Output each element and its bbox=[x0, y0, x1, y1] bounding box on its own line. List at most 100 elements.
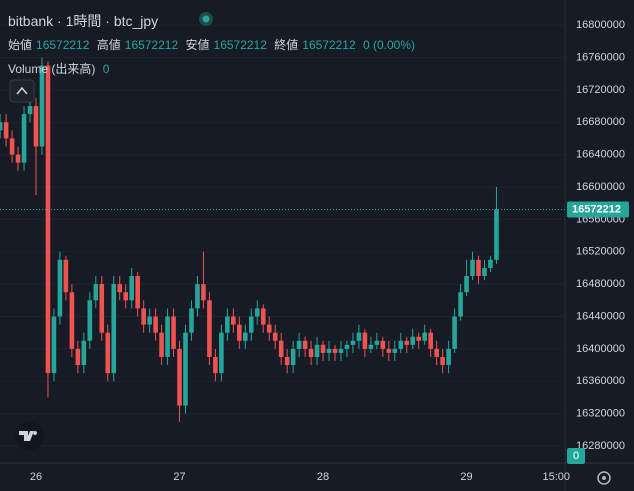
candle-body bbox=[272, 332, 278, 341]
candle-body bbox=[75, 348, 81, 366]
candle-body bbox=[260, 308, 266, 325]
volume-legend: Volume (出来高) 0 bbox=[8, 60, 113, 77]
candle-body bbox=[446, 348, 451, 366]
candle-body bbox=[195, 284, 200, 309]
scroll-button[interactable] bbox=[9, 79, 35, 103]
x-tick-label: 28 bbox=[317, 471, 329, 483]
candle-body bbox=[147, 316, 152, 325]
candle-body bbox=[15, 154, 21, 163]
candle-body bbox=[314, 344, 320, 357]
candle-body bbox=[464, 276, 469, 293]
candle-body bbox=[248, 316, 254, 333]
candle-body bbox=[392, 348, 398, 353]
candle-body bbox=[159, 332, 164, 357]
candle-body bbox=[308, 348, 314, 357]
candle-body bbox=[398, 340, 404, 349]
candle-body bbox=[380, 340, 386, 349]
candle-body bbox=[111, 284, 117, 374]
change: 0 (0.00%) bbox=[363, 38, 416, 52]
candle-body bbox=[296, 340, 302, 349]
candle-body bbox=[99, 284, 105, 333]
candle-body bbox=[290, 348, 296, 366]
candle-body bbox=[21, 114, 27, 163]
candle-body bbox=[219, 332, 224, 374]
candle-body bbox=[356, 332, 362, 341]
candle-body bbox=[225, 316, 230, 333]
legend-label: 高値 bbox=[96, 38, 121, 52]
candle-body bbox=[320, 344, 326, 353]
legend-label: 安値 bbox=[185, 38, 210, 52]
candle-body bbox=[0, 122, 3, 131]
legend-label: 始値 bbox=[8, 38, 33, 52]
candle-body bbox=[135, 276, 140, 309]
y-tick-label: 16320000 bbox=[576, 408, 625, 420]
candle-body bbox=[171, 316, 176, 349]
scroll-icon bbox=[16, 86, 28, 95]
candle-body bbox=[488, 259, 493, 268]
status-dot bbox=[202, 15, 210, 23]
candle-body bbox=[237, 324, 242, 341]
candle-body bbox=[422, 332, 427, 341]
settings-icon[interactable] bbox=[597, 471, 611, 485]
price-tag-label: 16572212 bbox=[572, 203, 621, 215]
candle-body bbox=[69, 292, 75, 349]
volume-tag-label: 0 bbox=[573, 450, 579, 462]
candle-body bbox=[189, 308, 194, 333]
candle-body bbox=[141, 308, 146, 325]
legend-value: 16572212 bbox=[36, 38, 90, 52]
candle-body bbox=[368, 344, 374, 349]
candle-body bbox=[350, 340, 356, 345]
candle-body bbox=[266, 324, 272, 333]
y-tick-label: 16440000 bbox=[576, 310, 625, 322]
candle-body bbox=[284, 356, 290, 366]
candle-body bbox=[51, 316, 57, 374]
candle-body bbox=[476, 259, 481, 277]
candle-body bbox=[254, 308, 260, 317]
candle-body bbox=[428, 332, 433, 349]
candle-body bbox=[386, 348, 392, 353]
candle-body bbox=[81, 340, 87, 366]
y-tick-label: 16720000 bbox=[576, 84, 625, 96]
price-tag bbox=[567, 201, 629, 218]
y-tick-label: 16640000 bbox=[576, 149, 625, 161]
candle-body bbox=[183, 332, 188, 406]
candle-body bbox=[213, 356, 218, 374]
candle-body bbox=[177, 348, 182, 406]
settings-dot bbox=[602, 476, 606, 480]
candle-body bbox=[153, 316, 158, 333]
x-tick-label: 15:00 bbox=[542, 471, 570, 483]
legend-value: 16572212 bbox=[213, 38, 267, 52]
candle-body bbox=[404, 340, 410, 345]
candle-body bbox=[93, 284, 99, 301]
candle-body bbox=[470, 259, 475, 277]
volume-label: Volume (出来高) bbox=[8, 62, 96, 76]
x-tick-label: 27 bbox=[173, 471, 185, 483]
candle-body bbox=[207, 300, 212, 357]
y-tick-label: 16280000 bbox=[576, 440, 625, 452]
candle-body bbox=[63, 259, 69, 293]
x-tick-label: 29 bbox=[460, 471, 472, 483]
candle-body bbox=[410, 336, 416, 345]
candle-body bbox=[3, 122, 9, 139]
y-tick-label: 16480000 bbox=[576, 278, 625, 290]
legend-value: 16572212 bbox=[124, 38, 179, 52]
candle-body bbox=[344, 344, 350, 349]
candle-body bbox=[39, 65, 45, 147]
candle-body bbox=[278, 340, 284, 357]
volume-value: 0 bbox=[102, 62, 110, 76]
candle-body bbox=[117, 284, 123, 293]
logo bbox=[19, 431, 38, 441]
candle-body bbox=[165, 316, 170, 357]
candle-body bbox=[338, 348, 344, 353]
legend-value: 16572212 bbox=[302, 38, 356, 52]
y-tick-label: 16400000 bbox=[576, 343, 625, 355]
candle-body bbox=[33, 106, 39, 147]
candle-body bbox=[9, 138, 15, 155]
ohlc-legend: 始値 16572212 高値 16572212 安値 16572212 終値 16572… bbox=[8, 36, 419, 53]
candle-body bbox=[123, 292, 128, 301]
y-tick-label: 16520000 bbox=[576, 246, 625, 258]
candle-body bbox=[362, 332, 368, 349]
y-tick-label: 16760000 bbox=[576, 51, 625, 63]
